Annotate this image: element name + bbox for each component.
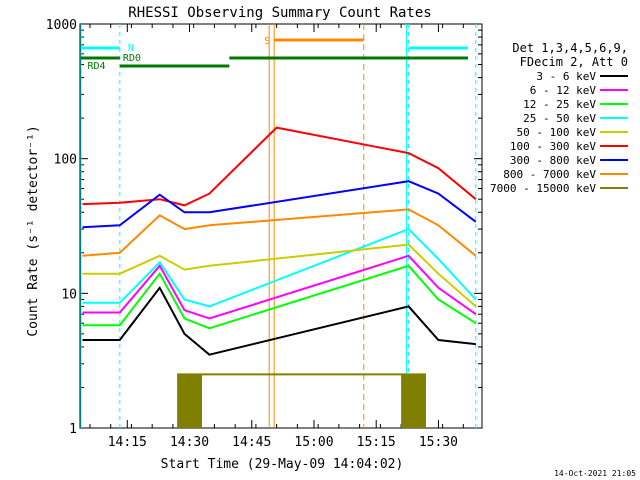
legend-header-line2: FDecim 2, Att 0 bbox=[520, 55, 628, 69]
y-tick-label: 1000 bbox=[46, 18, 77, 33]
plot-frame bbox=[79, 23, 483, 429]
state-bar-label: RD4 bbox=[87, 61, 105, 72]
legend-label: 300 - 800 keV bbox=[510, 154, 596, 167]
legend-label: 7000 - 15000 keV bbox=[490, 182, 596, 195]
series-line-7 bbox=[82, 208, 477, 257]
x-tick-label: 14:15 bbox=[108, 435, 147, 450]
legend-label: 3 - 6 keV bbox=[536, 70, 596, 83]
legend-label: 25 - 50 keV bbox=[523, 112, 596, 125]
series-line-0 bbox=[82, 285, 476, 356]
footer-timestamp: 14-Oct-2021 21:05 bbox=[554, 469, 636, 478]
y-axis-label: Count Rate (s⁻¹ detector⁻¹) bbox=[26, 125, 41, 336]
x-tick-label: 14:45 bbox=[232, 435, 271, 450]
legend-label: 50 - 100 keV bbox=[517, 126, 597, 139]
series-line-6 bbox=[82, 180, 477, 229]
legend-label: 6 - 12 keV bbox=[530, 84, 597, 97]
chart-title: RHESSI Observing Summary Count Rates bbox=[128, 5, 431, 21]
series-block bbox=[177, 374, 202, 428]
state-bar-label: S bbox=[264, 36, 270, 47]
series-line-2 bbox=[82, 264, 477, 330]
y-tick-label: 1 bbox=[69, 422, 77, 437]
y-tick-label: 100 bbox=[54, 153, 77, 168]
x-tick-label: 15:15 bbox=[357, 435, 396, 450]
legend-header-line1: Det 1,3,4,5,6,9, bbox=[512, 41, 628, 55]
x-axis-label: Start Time (29-May-09 14:04:02) bbox=[161, 457, 404, 472]
x-tick-label: 14:30 bbox=[170, 435, 209, 450]
legend-label: 12 - 25 keV bbox=[523, 98, 596, 111]
y-tick-label: 10 bbox=[61, 287, 77, 302]
series-line-4 bbox=[82, 243, 477, 308]
series-line-1 bbox=[82, 254, 477, 320]
state-bar-label: RD0 bbox=[123, 53, 141, 64]
series-line-3 bbox=[82, 227, 477, 308]
x-tick-label: 15:00 bbox=[294, 435, 333, 450]
legend-label: 100 - 300 keV bbox=[510, 140, 596, 153]
x-tick-label: 15:30 bbox=[419, 435, 458, 450]
state-bar-label: N bbox=[128, 43, 134, 54]
legend-label: 800 - 7000 keV bbox=[503, 168, 596, 181]
series-line-5 bbox=[82, 126, 477, 207]
series-block bbox=[401, 374, 426, 428]
